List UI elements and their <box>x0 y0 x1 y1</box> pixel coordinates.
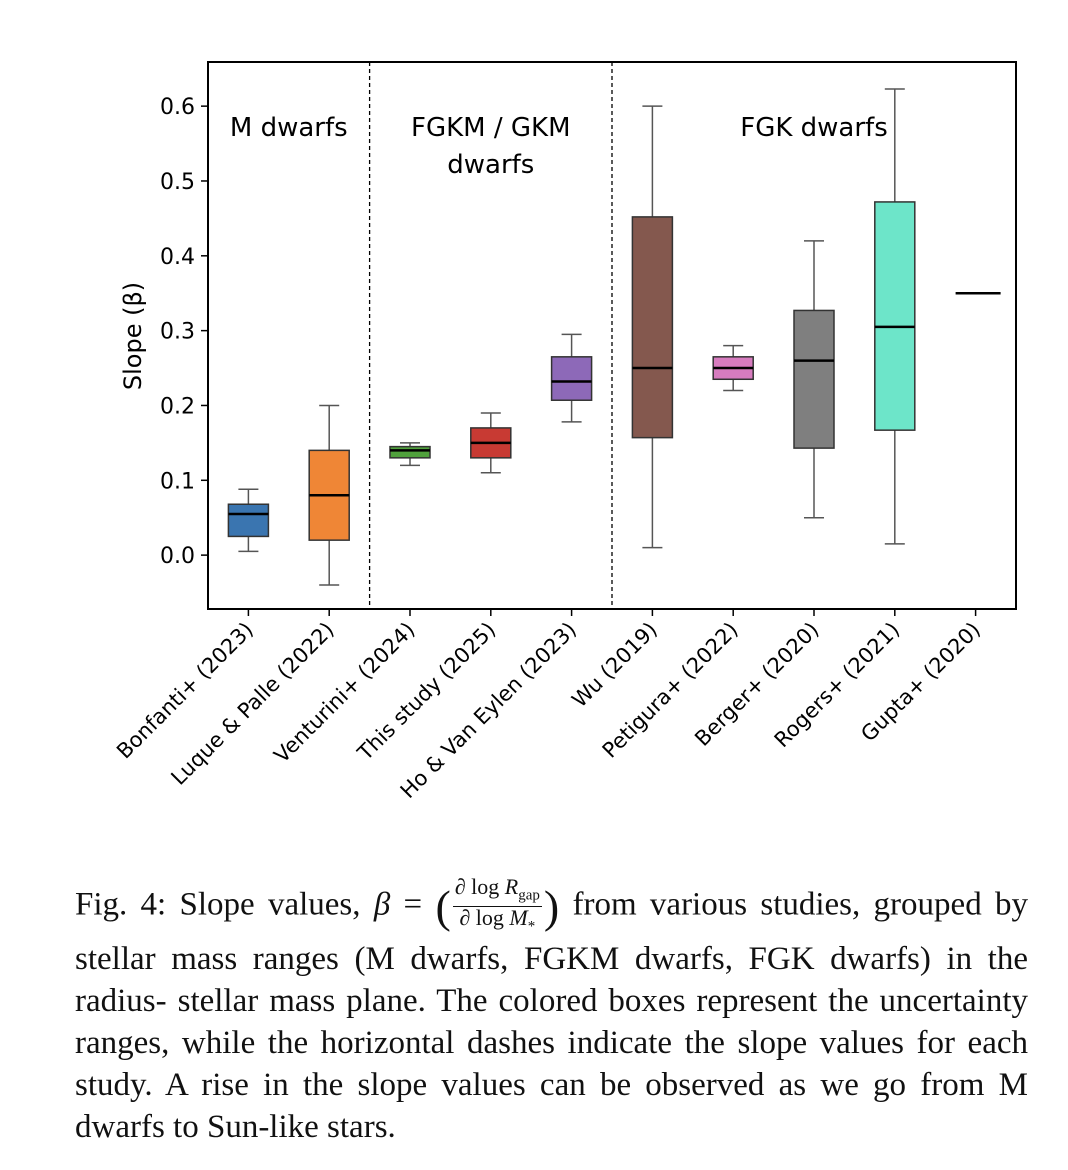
x-tick-label: Venturini+ (2024) <box>269 618 419 768</box>
y-tick-label: 0.6 <box>160 95 195 120</box>
formula-numerator-sub: gap <box>518 887 540 904</box>
box-plot-chart: 0.0 0.1 0.2 0.3 0.4 0.5 0.6 Bonfanti+ (2023)Lu… <box>112 61 1017 803</box>
x-tick-label: Luque & Palle (2022) <box>166 618 338 790</box>
box-2 <box>308 404 350 586</box>
y-axis-label: Slope (β) <box>119 282 147 390</box>
group-label: FGK dwarfs <box>740 113 888 143</box>
box-5 <box>550 333 593 423</box>
box-3 <box>389 442 431 467</box>
y-tick-label: 0.1 <box>160 469 195 494</box>
box-6 <box>631 105 674 549</box>
box-7 <box>712 344 754 392</box>
box-1 <box>227 488 270 553</box>
caption-prefix: Fig. 4: Slope values, <box>75 886 374 923</box>
x-tick-label: Bonfanti+ (2023) <box>112 618 258 764</box>
y-tick-label: 0.2 <box>160 394 195 419</box>
formula-denominator-var: M <box>509 905 528 931</box>
figure-caption: Fig. 4: Slope values, β = (∂ log Rgap ∂ l… <box>75 874 1028 1145</box>
box-4 <box>470 412 512 474</box>
iqr-box <box>227 503 270 538</box>
iqr-box <box>631 216 674 439</box>
iqr-box <box>550 356 593 401</box>
iqr-box <box>874 201 916 431</box>
formula-denominator: ∂ log <box>459 905 510 931</box>
plot-frame <box>207 61 1017 610</box>
caption-body: from various studies, grouped by stellar… <box>75 886 1028 1145</box>
y-tick-label: 0.5 <box>160 170 195 195</box>
formula-denominator-sub: * <box>527 918 536 935</box>
x-tick-label: This study (2025) <box>352 618 500 766</box>
y-tick-label: 0.0 <box>160 544 195 569</box>
formula-numerator: ∂ log <box>454 874 505 899</box>
group-label: dwarfs <box>447 150 534 180</box>
iqr-box <box>793 309 835 449</box>
y-tick-label: 0.4 <box>160 245 195 270</box>
group-label: FGKM / GKM <box>411 113 571 143</box>
caption-formula-fraction: ∂ log Rgap ∂ log M* <box>452 874 542 938</box>
box-9 <box>874 88 916 545</box>
iqr-box <box>389 445 431 459</box>
group-label: M dwarfs <box>230 113 348 143</box>
x-tick-label: Petigura+ (2022) <box>598 618 743 763</box>
caption-beta: β <box>373 886 391 923</box>
formula-numerator-var: R <box>504 874 519 899</box>
y-tick-label: 0.3 <box>160 320 195 345</box>
caption-equals: = <box>390 886 436 923</box>
box-8 <box>793 240 835 519</box>
